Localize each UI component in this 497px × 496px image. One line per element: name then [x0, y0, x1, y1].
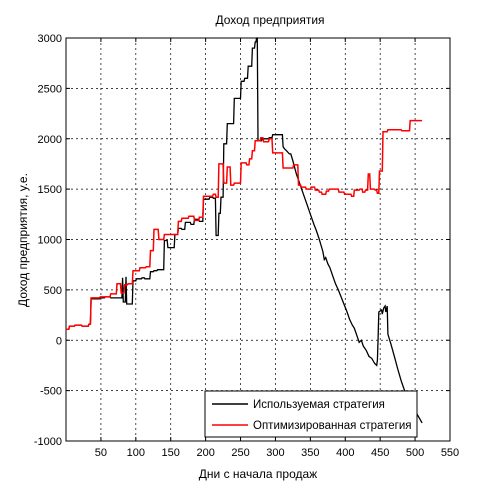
legend-box — [204, 390, 418, 438]
y-tick-label: 2500 — [38, 83, 62, 95]
y-tick-label: 1500 — [38, 184, 62, 196]
series-line-1 — [66, 37, 423, 424]
x-axis-label: Дни с начала продаж — [199, 467, 317, 481]
x-tick-label: 150 — [162, 447, 180, 459]
y-tick-label: 500 — [44, 285, 62, 297]
x-tick-label: 300 — [266, 447, 284, 459]
series-layer — [66, 37, 423, 424]
legend-label-series-1: Используемая стратегия — [253, 399, 385, 411]
y-tick-label: -1000 — [34, 436, 62, 448]
x-tick-label: 450 — [371, 447, 389, 459]
y-tick-label: -500 — [40, 386, 62, 398]
x-tick-label: 350 — [301, 447, 319, 459]
y-tick-label: 0 — [56, 335, 62, 347]
y-tick-label: 2000 — [38, 134, 62, 146]
x-axis-ticks: 50 100 150 200 250 300 350 400 450 500 550 — [95, 38, 459, 459]
x-tick-label: 250 — [231, 447, 249, 459]
x-tick-label: 200 — [196, 447, 214, 459]
legend-label-series-2: Оптимизированная стратегия — [253, 420, 412, 432]
y-axis-label: Доход предприятия, у.е. — [16, 173, 30, 307]
y-tick-label: 1000 — [38, 235, 62, 247]
legend: Используемая стратегия Оптимизированная … — [204, 390, 418, 438]
x-tick-label: 500 — [406, 447, 424, 459]
y-axis-ticks: -1000 -500 0 500 1000 1500 2000 2500 3000 — [34, 33, 450, 448]
x-tick-label: 550 — [441, 447, 459, 459]
series-line-2 — [66, 119, 423, 330]
grid — [66, 38, 450, 441]
y-tick-label: 3000 — [38, 33, 62, 45]
x-tick-label: 50 — [95, 447, 107, 459]
x-tick-label: 100 — [127, 447, 145, 459]
x-tick-label: 400 — [336, 447, 354, 459]
chart-title: Доход предприятия — [215, 13, 324, 27]
